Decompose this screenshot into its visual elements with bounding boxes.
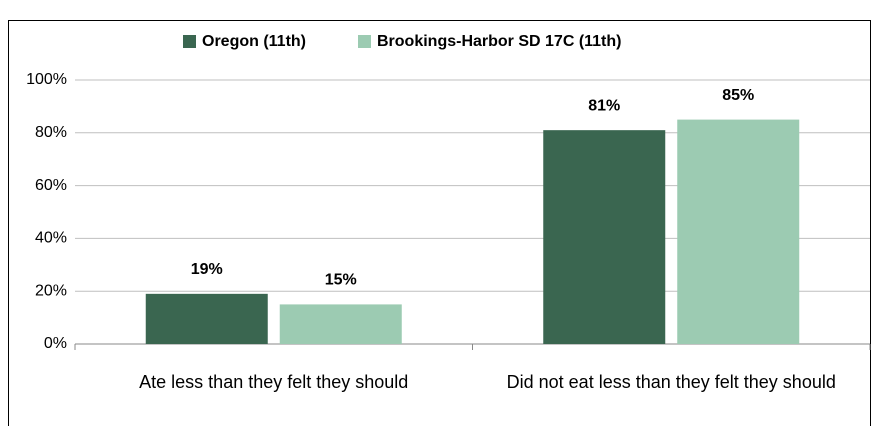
y-tick-label: 40% (35, 230, 67, 247)
y-tick-label: 80% (35, 124, 67, 141)
legend-swatch (358, 35, 371, 48)
data-label: 19% (191, 261, 223, 278)
y-tick-label: 20% (35, 282, 67, 299)
y-tick-label: 60% (35, 177, 67, 194)
bar (145, 293, 268, 344)
y-tick-label: 0% (44, 335, 67, 352)
x-tick-label: Did not eat less than they felt they sho… (506, 372, 836, 392)
data-label: 81% (588, 97, 620, 114)
bar (543, 130, 666, 344)
legend-swatch (183, 35, 196, 48)
y-tick-label: 100% (26, 71, 67, 88)
data-label: 85% (722, 87, 754, 104)
x-tick-label: Ate less than they felt they should (139, 372, 409, 392)
data-label: 15% (325, 272, 357, 289)
bar (279, 304, 402, 344)
legend-label: Brookings-Harbor SD 17C (11th) (377, 33, 621, 50)
bar (677, 119, 800, 344)
legend-label: Oregon (11th) (202, 33, 306, 50)
